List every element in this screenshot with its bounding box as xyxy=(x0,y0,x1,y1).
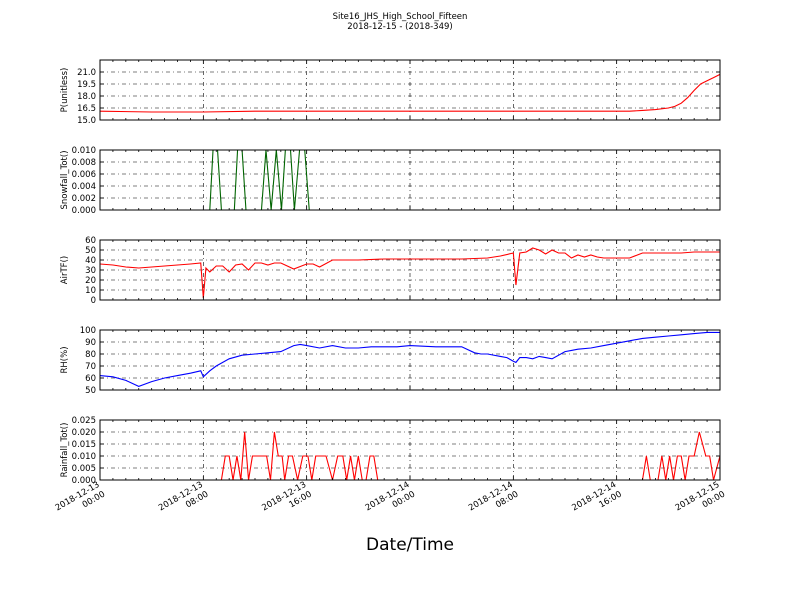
x-tick-label: 2018-12-1300:00 xyxy=(54,480,107,523)
x-tick-label: 2018-12-1308:00 xyxy=(157,480,210,523)
y-tick-label: 20 xyxy=(85,276,96,286)
y-tick-label: 15.0 xyxy=(77,116,96,126)
figure-title: Site16_JHS_High_School_Fifteen xyxy=(333,12,468,22)
series-line xyxy=(99,331,720,387)
y-tick-label: 0.008 xyxy=(72,158,96,168)
x-tick-label: 2018-12-1416:00 xyxy=(570,480,623,523)
x-tick-label: 2018-12-1400:00 xyxy=(364,480,417,523)
x-tick-label: 2018-12-1316:00 xyxy=(260,480,313,523)
y-tick-label: 10 xyxy=(85,286,96,296)
x-axis-label: Date/Time xyxy=(366,535,454,555)
y-tick-label: 60 xyxy=(85,374,96,384)
y-tick-label: 70 xyxy=(85,362,96,372)
y-axis-label: RH(%) xyxy=(60,346,70,373)
y-tick-label: 0.010 xyxy=(72,452,96,462)
panel-4: 50 60 70 80 90 100 RH(%) xyxy=(60,326,721,396)
y-tick-label: 50 xyxy=(85,386,96,396)
figure-subtitle: 2018-12-15 - (2018-349) xyxy=(347,22,452,32)
y-axis-label: P(unitless) xyxy=(60,68,70,113)
y-axis-label: Snowfall_Tot() xyxy=(60,150,70,209)
y-tick-label: 0.010 xyxy=(72,146,96,156)
x-tick-label: 2018-12-1500:00 xyxy=(674,480,727,523)
y-tick-label: 80 xyxy=(85,350,96,360)
panels-group: 15.016.518.019.521.0P(unitless)0.0000.00… xyxy=(60,59,721,486)
panel-1: 15.0 16.5 18.0 19.5 21.0 P(unitless) xyxy=(60,59,721,126)
series-line xyxy=(99,73,721,113)
y-tick-label: 0.004 xyxy=(72,182,96,192)
panel-2: 0.000 0.002 0.004 0.006 0.008 0.010Snowfall_T… xyxy=(60,146,721,216)
series-line xyxy=(100,431,721,481)
y-tick-label: 60 xyxy=(85,236,96,246)
y-axis-label: Rainfall_Tot() xyxy=(60,423,70,478)
panel-5: 0.000 0.005 0.010 0.015 0.020 0.025Rainfall_T… xyxy=(60,416,721,486)
y-tick-label: 50 xyxy=(85,246,96,256)
x-tick-label: 2018-12-1408:00 xyxy=(467,480,520,523)
y-tick-label: 40 xyxy=(85,256,96,266)
y-tick-label: 90 xyxy=(85,338,96,348)
y-tick-label: 0.020 xyxy=(72,428,96,438)
x-axis-tick-labels: 2018-12-1300:00 2018-12-1308:00 2018-12-13… xyxy=(54,480,727,523)
y-tick-label: 0.025 xyxy=(72,416,96,426)
y-axis-label: AirTF() xyxy=(60,256,70,284)
y-tick-label: 0 xyxy=(91,296,96,306)
y-tick-label: 0.006 xyxy=(72,170,96,180)
y-tick-label: 100 xyxy=(80,326,96,336)
y-tick-label: 16.5 xyxy=(77,104,96,114)
y-tick-label: 21.0 xyxy=(77,68,96,78)
series-line xyxy=(99,247,720,299)
y-tick-label: 0.005 xyxy=(72,464,96,474)
y-tick-label: 0.002 xyxy=(72,194,96,204)
y-tick-label: 0.000 xyxy=(72,476,96,486)
y-tick-label: 19.5 xyxy=(77,80,96,90)
y-tick-label: 0.000 xyxy=(72,206,96,216)
y-tick-label: 0.015 xyxy=(72,440,96,450)
y-tick-label: 18.0 xyxy=(77,92,96,102)
y-tick-label: 30 xyxy=(85,266,96,276)
